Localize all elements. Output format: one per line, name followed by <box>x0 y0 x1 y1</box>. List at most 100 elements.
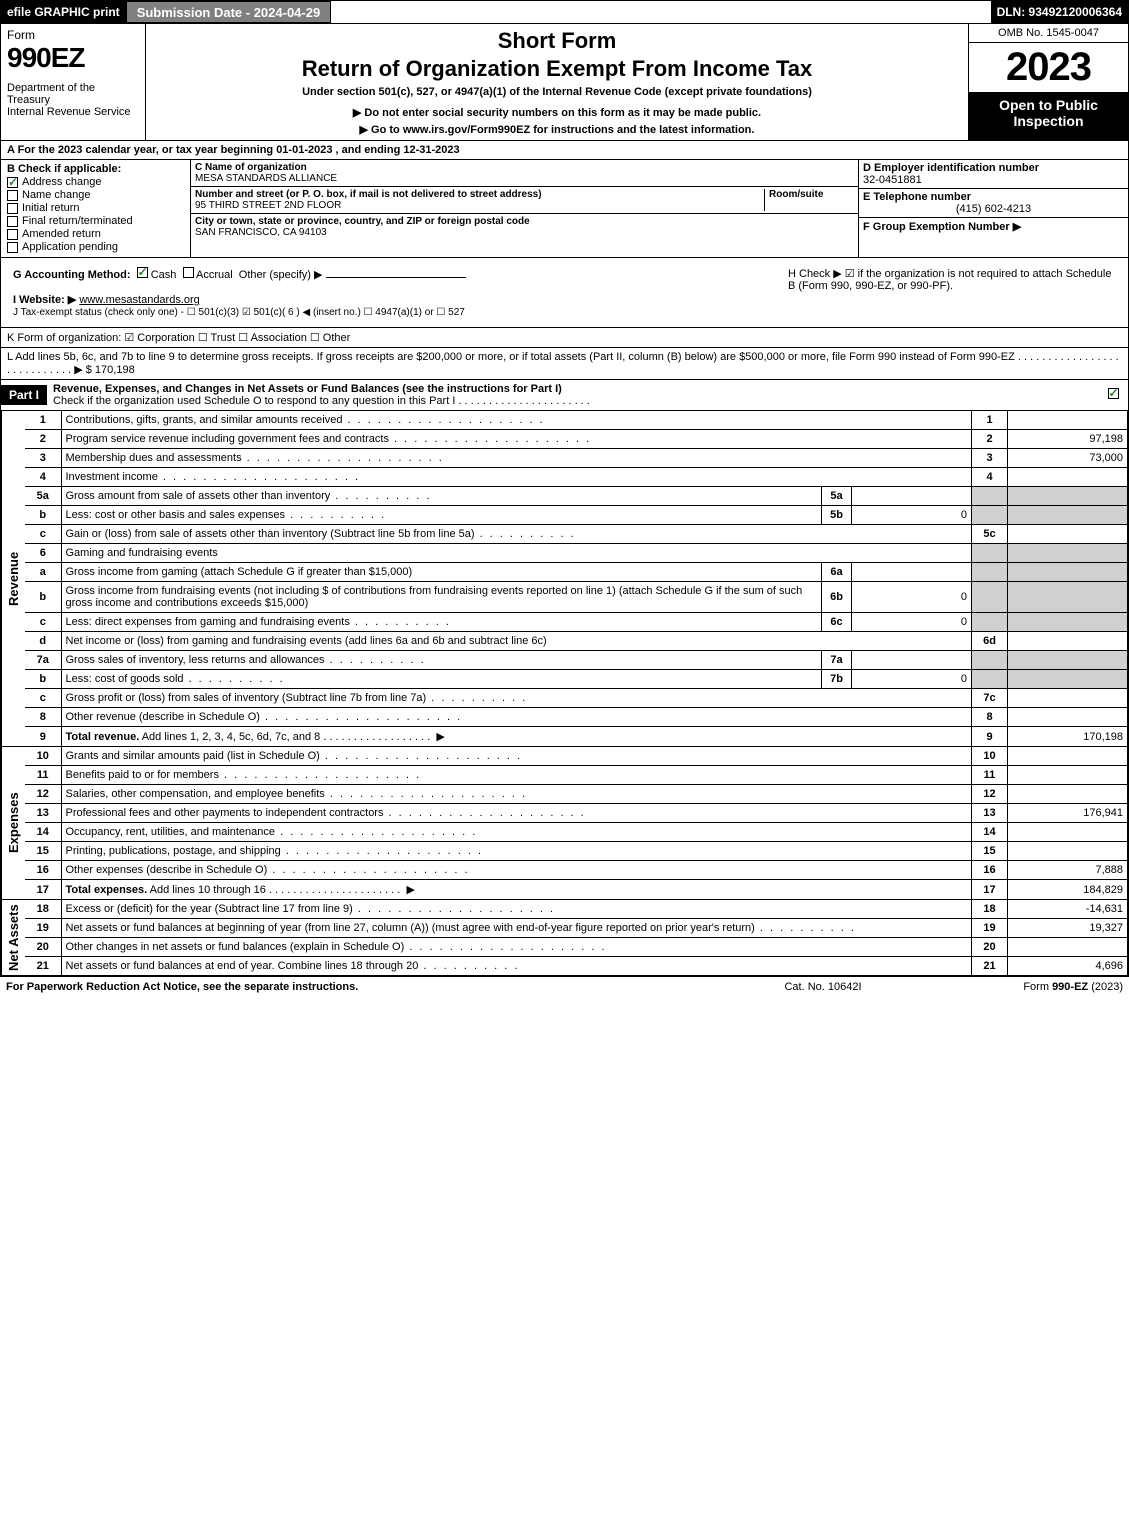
website-link[interactable]: www.mesastandards.org <box>79 294 199 306</box>
line-19: 19 Net assets or fund balances at beginn… <box>25 919 1128 938</box>
line-rv <box>1008 632 1128 651</box>
row-k: K Form of organization: ☑ Corporation ☐ … <box>0 328 1129 348</box>
footer-right-form: 990-EZ <box>1052 981 1088 993</box>
line-rn: 7c <box>972 689 1008 708</box>
line-desc: Salaries, other compensation, and employ… <box>61 785 972 804</box>
checkbox-initial-return[interactable] <box>7 203 18 214</box>
form-header: Form 990EZ Department of the Treasury In… <box>0 24 1129 141</box>
f-group-label: F Group Exemption Number ▶ <box>863 221 1021 233</box>
box-b-title: B Check if applicable: <box>7 163 184 175</box>
line-num: 18 <box>25 900 61 919</box>
checkbox-amended-return[interactable] <box>7 229 18 240</box>
part-1-header: Part I Revenue, Expenses, and Changes in… <box>0 380 1129 411</box>
line-num: 19 <box>25 919 61 938</box>
shade-cell <box>972 506 1008 525</box>
line-desc: Program service revenue including govern… <box>61 430 972 449</box>
footer-right-suffix: (2023) <box>1088 981 1123 993</box>
shade-cell <box>1008 544 1128 563</box>
netassets-section: Net Assets 18 Excess or (deficit) for th… <box>0 900 1129 976</box>
g-other-line <box>326 277 466 278</box>
sub-label: 5a <box>822 487 852 506</box>
line-11: 11 Benefits paid to or for members 11 <box>25 766 1128 785</box>
g-label: G Accounting Method: <box>13 269 131 281</box>
check-amended-return: Amended return <box>7 228 184 240</box>
line-21: 21 Net assets or fund balances at end of… <box>25 957 1128 976</box>
line-desc: Other changes in net assets or fund bala… <box>61 938 972 957</box>
line-desc: Other expenses (describe in Schedule O) <box>61 861 972 880</box>
header-right: OMB No. 1545-0047 2023 Open to Public In… <box>968 24 1128 140</box>
checkbox-address-change[interactable] <box>7 177 18 188</box>
checkbox-accrual[interactable] <box>183 267 194 278</box>
form-word: Form <box>7 28 139 42</box>
line-desc: Benefits paid to or for members <box>61 766 972 785</box>
under-section: Under section 501(c), 527, or 4947(a)(1)… <box>150 86 964 98</box>
line-desc: Excess or (deficit) for the year (Subtra… <box>61 900 972 919</box>
row-gh: G Accounting Method: Cash Accrual Other … <box>0 258 1129 328</box>
line-rv <box>1008 823 1128 842</box>
header-left: Form 990EZ Department of the Treasury In… <box>1 24 146 140</box>
sub-label: 7b <box>822 670 852 689</box>
line-num: 16 <box>25 861 61 880</box>
org-city: SAN FRANCISCO, CA 94103 <box>195 227 327 238</box>
c-city-label: City or town, state or province, country… <box>195 216 530 227</box>
line-4: 4 Investment income 4 <box>25 468 1128 487</box>
line-num: 6 <box>25 544 61 563</box>
row-l: L Add lines 5b, 6c, and 7b to line 9 to … <box>0 348 1129 380</box>
shade-cell <box>1008 487 1128 506</box>
line-rn: 17 <box>972 880 1008 900</box>
line-rn: 1 <box>972 411 1008 430</box>
line-rn: 4 <box>972 468 1008 487</box>
room-suite-label: Room/suite <box>769 189 823 200</box>
page-footer: For Paperwork Reduction Act Notice, see … <box>0 976 1129 997</box>
line-rv <box>1008 747 1128 766</box>
line-5b: b Less: cost or other basis and sales ex… <box>25 506 1128 525</box>
line-desc: Professional fees and other payments to … <box>61 804 972 823</box>
checkbox-application-pending[interactable] <box>7 242 18 253</box>
dln-label: DLN: 93492120006364 <box>991 1 1128 23</box>
omb-number: OMB No. 1545-0047 <box>969 24 1128 43</box>
line-desc: Other revenue (describe in Schedule O) <box>61 708 972 727</box>
check-label: Application pending <box>22 241 118 253</box>
line-5c: c Gain or (loss) from sale of assets oth… <box>25 525 1128 544</box>
line-rv <box>1008 766 1128 785</box>
sub-val <box>852 563 972 582</box>
sub-label: 6b <box>822 582 852 613</box>
checkbox-final-return[interactable] <box>7 216 18 227</box>
line-num: 17 <box>25 880 61 900</box>
line-rv: 97,198 <box>1008 430 1128 449</box>
checkbox-schedule-o[interactable] <box>1108 388 1119 399</box>
line-num: 1 <box>25 411 61 430</box>
check-label: Name change <box>22 189 91 201</box>
line-rn: 6d <box>972 632 1008 651</box>
line-3: 3 Membership dues and assessments 3 73,0… <box>25 449 1128 468</box>
line-num: c <box>25 613 61 632</box>
line-rv: 184,829 <box>1008 880 1128 900</box>
line-num: 15 <box>25 842 61 861</box>
expenses-section: Expenses 10 Grants and similar amounts p… <box>0 747 1129 900</box>
part-1-title-text: Revenue, Expenses, and Changes in Net As… <box>53 383 562 395</box>
netassets-table: 18 Excess or (deficit) for the year (Sub… <box>25 900 1128 975</box>
line-9: 9 Total revenue. Add lines 1, 2, 3, 4, 5… <box>25 727 1128 747</box>
checkbox-cash[interactable] <box>137 267 148 278</box>
sub-val: 0 <box>852 613 972 632</box>
line-desc: Total expenses. Add lines 10 through 16 … <box>61 880 972 900</box>
line-10: 10 Grants and similar amounts paid (list… <box>25 747 1128 766</box>
row-h: H Check ▶ ☑ if the organization is not r… <box>782 261 1122 324</box>
line-rv <box>1008 525 1128 544</box>
e-phone-label: E Telephone number <box>863 191 971 203</box>
shade-cell <box>1008 582 1128 613</box>
line-desc: Grants and similar amounts paid (list in… <box>61 747 972 766</box>
line-desc: Gross amount from sale of assets other t… <box>61 487 822 506</box>
check-initial-return: Initial return <box>7 202 184 214</box>
line-desc: Gross income from gaming (attach Schedul… <box>61 563 822 582</box>
line-rv <box>1008 689 1128 708</box>
line-rn: 5c <box>972 525 1008 544</box>
section-bcdef: B Check if applicable: Address change Na… <box>0 160 1129 258</box>
line-2: 2 Program service revenue including gove… <box>25 430 1128 449</box>
short-form-title: Short Form <box>150 28 964 54</box>
goto-link[interactable]: ▶ Go to www.irs.gov/Form990EZ for instru… <box>150 123 964 136</box>
line-num: 13 <box>25 804 61 823</box>
line-num: 8 <box>25 708 61 727</box>
line-rn: 20 <box>972 938 1008 957</box>
checkbox-name-change[interactable] <box>7 190 18 201</box>
